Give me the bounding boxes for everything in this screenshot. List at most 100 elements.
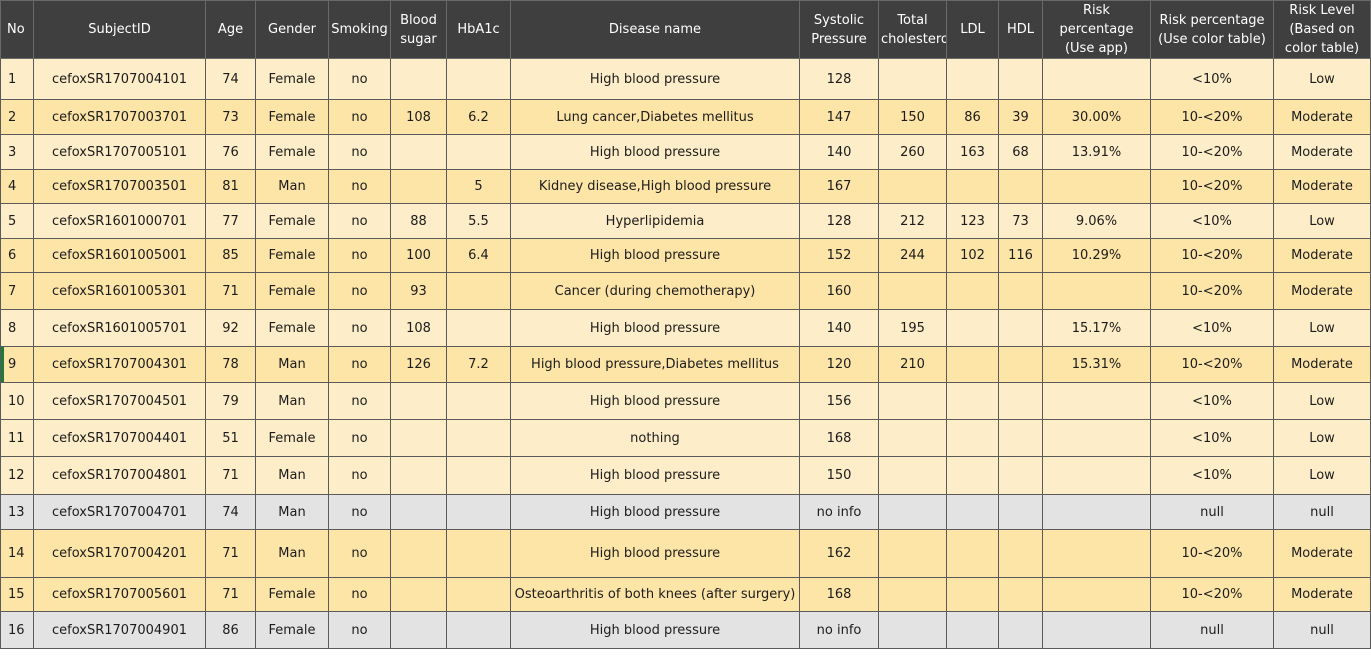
cell-no[interactable]: 4 xyxy=(0,169,34,204)
cell-hdl[interactable] xyxy=(998,58,1043,100)
cell-blood-sugar[interactable] xyxy=(390,529,447,578)
column-header-disease-name[interactable]: Disease name xyxy=(510,0,800,59)
cell-total-cholesterol[interactable] xyxy=(878,272,947,310)
cell-total-cholesterol[interactable] xyxy=(878,611,947,649)
cell-gender[interactable]: Female xyxy=(255,203,329,239)
column-header-gender[interactable]: Gender xyxy=(255,0,329,59)
cell-ldl[interactable] xyxy=(946,611,999,649)
column-header-risk-table[interactable]: Risk percentage (Use color table) xyxy=(1150,0,1274,59)
table-row[interactable]: 8 cefoxSR1601005701 92 Female no 108 High bloo… xyxy=(0,309,1371,347)
column-header-ldl[interactable]: LDL xyxy=(946,0,999,59)
cell-disease-name[interactable]: High blood pressure xyxy=(510,382,800,420)
cell-risk-level[interactable]: Low xyxy=(1273,309,1371,347)
cell-systolic-pressure[interactable]: 140 xyxy=(799,134,879,170)
cell-hba1c[interactable] xyxy=(446,309,511,347)
cell-no[interactable]: 5 xyxy=(0,203,34,239)
cell-smoking[interactable]: no xyxy=(328,382,391,420)
cell-blood-sugar[interactable]: 126 xyxy=(390,346,447,383)
column-header-hdl[interactable]: HDL xyxy=(998,0,1043,59)
cell-disease-name[interactable]: nothing xyxy=(510,419,800,457)
cell-risk-level[interactable]: Low xyxy=(1273,419,1371,457)
cell-subject-id[interactable]: cefoxSR1601000701 xyxy=(33,203,206,239)
cell-total-cholesterol[interactable]: 244 xyxy=(878,238,947,273)
cell-systolic-pressure[interactable]: 128 xyxy=(799,203,879,239)
cell-blood-sugar[interactable] xyxy=(390,577,447,612)
cell-risk-table[interactable]: 10-<20% xyxy=(1150,272,1274,310)
column-header-no[interactable]: No xyxy=(0,0,34,59)
cell-systolic-pressure[interactable]: 167 xyxy=(799,169,879,204)
cell-gender[interactable]: Female xyxy=(255,134,329,170)
cell-total-cholesterol[interactable] xyxy=(878,456,947,495)
cell-disease-name[interactable]: High blood pressure xyxy=(510,456,800,495)
cell-hba1c[interactable]: 6.2 xyxy=(446,99,511,135)
cell-subject-id[interactable]: cefoxSR1707004501 xyxy=(33,382,206,420)
cell-systolic-pressure[interactable]: 147 xyxy=(799,99,879,135)
cell-risk-app[interactable] xyxy=(1042,456,1151,495)
table-row[interactable]: 15 cefoxSR1707005601 71 Female no Osteoarthri… xyxy=(0,577,1371,612)
cell-risk-app[interactable] xyxy=(1042,494,1151,530)
cell-blood-sugar[interactable] xyxy=(390,419,447,457)
cell-ldl[interactable] xyxy=(946,456,999,495)
cell-risk-level[interactable]: Moderate xyxy=(1273,346,1371,383)
cell-hdl[interactable]: 39 xyxy=(998,99,1043,135)
cell-risk-table[interactable]: <10% xyxy=(1150,382,1274,420)
cell-no[interactable]: 6 xyxy=(0,238,34,273)
cell-ldl[interactable] xyxy=(946,577,999,612)
cell-total-cholesterol[interactable] xyxy=(878,529,947,578)
cell-no[interactable]: 2 xyxy=(0,99,34,135)
cell-smoking[interactable]: no xyxy=(328,58,391,100)
cell-ldl[interactable]: 123 xyxy=(946,203,999,239)
cell-systolic-pressure[interactable]: 128 xyxy=(799,58,879,100)
cell-risk-app[interactable] xyxy=(1042,272,1151,310)
cell-age[interactable]: 73 xyxy=(205,99,256,135)
cell-age[interactable]: 92 xyxy=(205,309,256,347)
table-row[interactable]: 14 cefoxSR1707004201 71 Man no High blood pre… xyxy=(0,529,1371,578)
cell-subject-id[interactable]: cefoxSR1707003501 xyxy=(33,169,206,204)
cell-no[interactable]: 12 xyxy=(0,456,34,495)
cell-disease-name[interactable]: High blood pressure xyxy=(510,494,800,530)
cell-age[interactable]: 81 xyxy=(205,169,256,204)
cell-systolic-pressure[interactable]: 156 xyxy=(799,382,879,420)
cell-smoking[interactable]: no xyxy=(328,238,391,273)
cell-hba1c[interactable] xyxy=(446,272,511,310)
cell-blood-sugar[interactable]: 88 xyxy=(390,203,447,239)
cell-hba1c[interactable] xyxy=(446,456,511,495)
cell-blood-sugar[interactable] xyxy=(390,58,447,100)
table-row[interactable]: 13 cefoxSR1707004701 74 Man no High blood pre… xyxy=(0,494,1371,530)
cell-risk-table[interactable]: <10% xyxy=(1150,419,1274,457)
cell-gender[interactable]: Man xyxy=(255,169,329,204)
cell-risk-table[interactable]: <10% xyxy=(1150,309,1274,347)
cell-systolic-pressure[interactable]: 162 xyxy=(799,529,879,578)
cell-risk-app[interactable] xyxy=(1042,58,1151,100)
cell-blood-sugar[interactable] xyxy=(390,169,447,204)
cell-blood-sugar[interactable] xyxy=(390,611,447,649)
cell-ldl[interactable] xyxy=(946,419,999,457)
cell-risk-table[interactable]: null xyxy=(1150,494,1274,530)
cell-subject-id[interactable]: cefoxSR1707003701 xyxy=(33,99,206,135)
cell-no[interactable]: 11 xyxy=(0,419,34,457)
table-row[interactable]: 3 cefoxSR1707005101 76 Female no High blood p… xyxy=(0,134,1371,170)
cell-ldl[interactable] xyxy=(946,346,999,383)
cell-subject-id[interactable]: cefoxSR1707004101 xyxy=(33,58,206,100)
table-row[interactable]: 2 cefoxSR1707003701 73 Female no 108 6.2 Lung c… xyxy=(0,99,1371,135)
cell-age[interactable]: 86 xyxy=(205,611,256,649)
cell-gender[interactable]: Female xyxy=(255,58,329,100)
cell-risk-app[interactable]: 15.17% xyxy=(1042,309,1151,347)
cell-smoking[interactable]: no xyxy=(328,456,391,495)
cell-disease-name[interactable]: Hyperlipidemia xyxy=(510,203,800,239)
table-row[interactable]: 7 cefoxSR1601005301 71 Female no 93 Cancer (du… xyxy=(0,272,1371,310)
cell-hdl[interactable] xyxy=(998,272,1043,310)
cell-risk-table[interactable]: 10-<20% xyxy=(1150,169,1274,204)
cell-hba1c[interactable]: 7.2 xyxy=(446,346,511,383)
cell-systolic-pressure[interactable]: 168 xyxy=(799,577,879,612)
cell-subject-id[interactable]: cefoxSR1707005101 xyxy=(33,134,206,170)
cell-total-cholesterol[interactable] xyxy=(878,382,947,420)
cell-hba1c[interactable] xyxy=(446,134,511,170)
column-header-subject-id[interactable]: SubjectID xyxy=(33,0,206,59)
cell-risk-level[interactable]: Low xyxy=(1273,203,1371,239)
cell-risk-app[interactable]: 30.00% xyxy=(1042,99,1151,135)
cell-smoking[interactable]: no xyxy=(328,99,391,135)
table-row[interactable]: 16 cefoxSR1707004901 86 Female no High blood … xyxy=(0,611,1371,649)
cell-disease-name[interactable]: High blood pressure xyxy=(510,238,800,273)
cell-subject-id[interactable]: cefoxSR1601005301 xyxy=(33,272,206,310)
